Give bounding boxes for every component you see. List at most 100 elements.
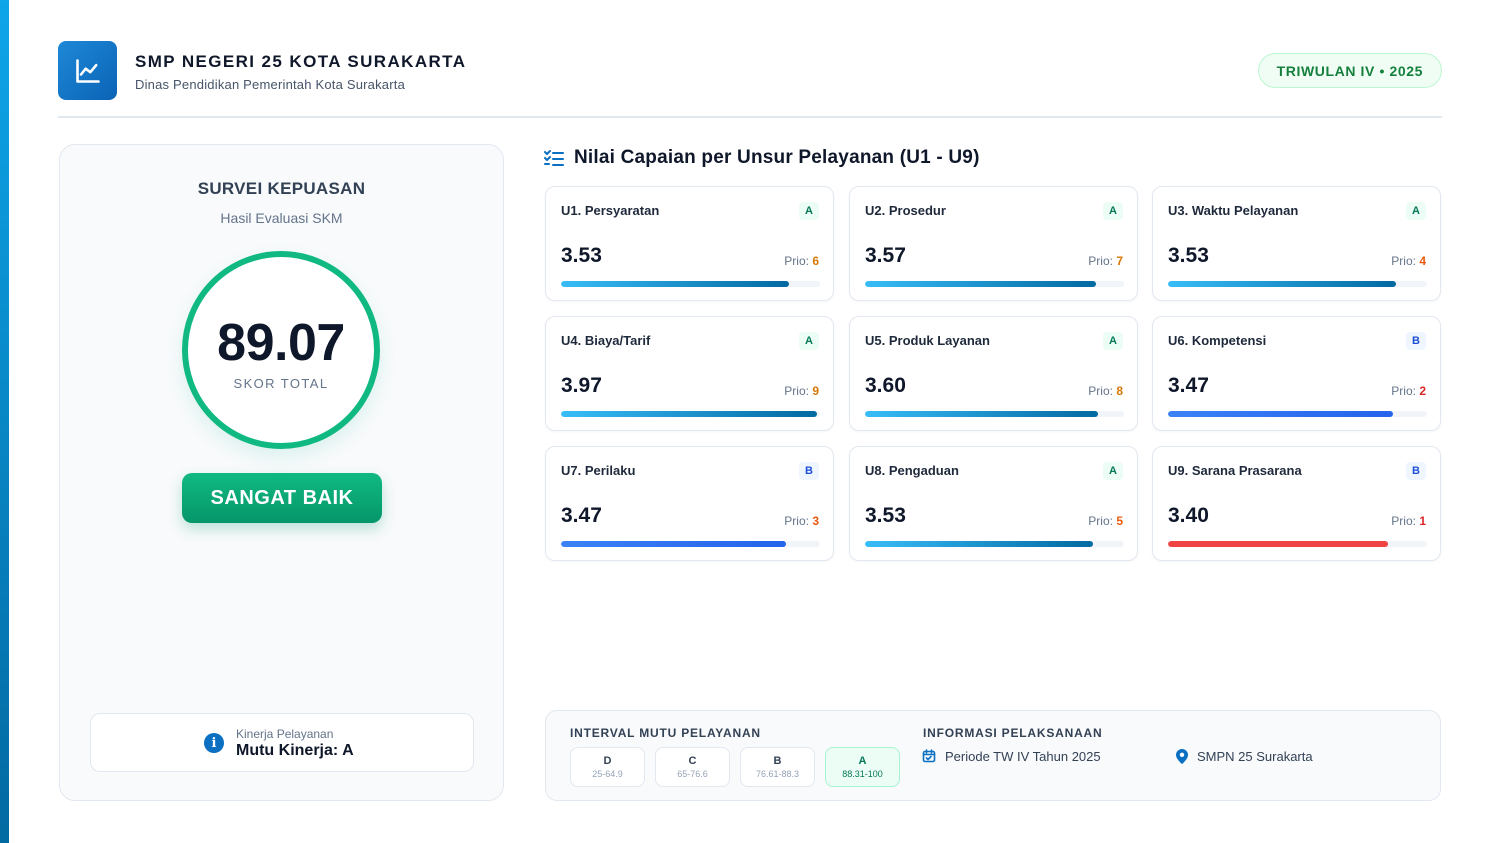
unit-progress-fill [561,281,789,287]
unit-card[interactable]: U5. Produk Layanan A 3.60 Prio: 8 [849,316,1138,431]
interval-range: 65-76.6 [677,769,708,779]
section-heading: Nilai Capaian per Unsur Pelayanan (U1 - … [544,145,980,171]
unit-progress-track [561,411,820,417]
map-pin-icon [1176,748,1188,764]
unit-value: 3.57 [865,244,906,267]
unit-progress-track [1168,411,1427,417]
survey-title: SURVEI KEPUASAN [197,179,366,198]
interval-grade: D [603,755,612,767]
unit-grade-badge: A [1103,202,1123,220]
unit-card[interactable]: U4. Biaya/Tarif A 3.97 Prio: 9 [545,316,834,431]
unit-value: 3.97 [561,374,602,397]
location-info: SMPN 25 Surakarta [1176,747,1313,765]
unit-grade-badge: A [1406,202,1426,220]
performance-caption: Kinerja Pelayanan [236,727,334,741]
unit-priority: Prio: 8 [1088,384,1123,398]
unit-progress-track [561,541,820,547]
unit-card[interactable]: U2. Prosedur A 3.57 Prio: 7 [849,186,1138,301]
unit-priority-number: 1 [1419,514,1426,528]
interval-grade: C [688,755,697,767]
unit-progress-fill [561,541,787,547]
unit-progress-fill [865,281,1096,287]
unit-card[interactable]: U9. Sarana Prasarana B 3.40 Prio: 1 [1152,446,1441,561]
unit-card[interactable]: U6. Kompetensi B 3.47 Prio: 2 [1152,316,1441,431]
unit-priority: Prio: 4 [1391,254,1426,268]
school-name: SMP NEGERI 25 KOTA SURAKARTA [135,52,467,71]
execution-heading: INFORMASI PELAKSANAAN [923,726,1103,740]
unit-name: U1. Persyaratan [561,203,660,218]
interval-range: 88.31-100 [842,769,883,779]
unit-value: 3.60 [865,374,906,397]
unit-priority: Prio: 1 [1391,514,1426,528]
unit-priority-label: Prio: [784,384,809,398]
unit-card[interactable]: U1. Persyaratan A 3.53 Prio: 6 [545,186,834,301]
dashboard-page: SMP NEGERI 25 KOTA SURAKARTA Dinas Pendi… [9,0,1500,843]
unit-card[interactable]: U8. Pengaduan A 3.53 Prio: 5 [849,446,1138,561]
unit-name: U4. Biaya/Tarif [561,333,651,348]
location-text: SMPN 25 Surakarta [1197,748,1313,764]
unit-card[interactable]: U7. Perilaku B 3.47 Prio: 3 [545,446,834,561]
unit-card[interactable]: U3. Waktu Pelayanan A 3.53 Prio: 4 [1152,186,1441,301]
survey-summary-card: SURVEI KEPUASAN Hasil Evaluasi SKM 89.07… [59,144,504,801]
unit-grade-badge: A [799,202,819,220]
unit-value: 3.40 [1168,504,1209,527]
total-score-ring: 89.07 SKOR TOTAL [182,251,380,449]
unit-value: 3.53 [561,244,602,267]
performance-value: Mutu Kinerja: A [236,742,354,759]
period-badge: TRIWULAN IV • 2025 [1257,53,1442,88]
unit-value: 3.47 [1168,374,1209,397]
calendar-icon [922,749,936,763]
line-chart-icon [75,58,100,83]
grade-result-button[interactable]: SANGAT BAIK [182,473,382,523]
interval-range: 76.61-88.3 [755,769,800,779]
period-text: Periode TW IV Tahun 2025 [945,748,1101,764]
left-accent-bar [0,0,9,843]
page-header: SMP NEGERI 25 KOTA SURAKARTA Dinas Pendi… [58,40,1442,102]
interval-range: 25-64.9 [592,769,623,779]
unit-priority-label: Prio: [1088,384,1113,398]
checklist-icon [544,150,564,166]
unit-progress-track [561,281,820,287]
unit-progress-fill [865,541,1093,547]
unit-grade-badge: A [1103,462,1123,480]
total-score-label: SKOR TOTAL [233,376,329,391]
unit-progress-fill [1168,281,1396,287]
unit-priority: Prio: 7 [1088,254,1123,268]
unit-name: U9. Sarana Prasarana [1168,463,1302,478]
unit-name: U2. Prosedur [865,203,946,218]
unit-value: 3.53 [1168,244,1209,267]
interval-heading: INTERVAL MUTU PELAYANAN [570,726,761,740]
unit-priority-number: 4 [1419,254,1426,268]
interval-grade: A [858,755,867,767]
unit-priority-label: Prio: [1391,384,1416,398]
unit-name: U3. Waktu Pelayanan [1168,203,1299,218]
unit-priority-number: 5 [1116,514,1123,528]
unit-progress-track [865,541,1124,547]
unit-progress-fill [865,411,1099,417]
info-icon: i [204,733,224,753]
school-subtitle: Dinas Pendidikan Pemerintah Kota Surakar… [135,77,405,92]
unit-priority-label: Prio: [1088,514,1113,528]
survey-subtitle: Hasil Evaluasi SKM [220,210,343,226]
unit-value: 3.53 [865,504,906,527]
unit-value: 3.47 [561,504,602,527]
interval-box-c: C 65-76.6 [655,747,730,787]
unit-priority-label: Prio: [1088,254,1113,268]
unit-grade-badge: B [799,462,819,480]
unit-priority-number: 8 [1116,384,1123,398]
unit-priority-label: Prio: [1391,514,1416,528]
unit-priority-label: Prio: [784,254,809,268]
interval-box-d: D 25-64.9 [570,747,645,787]
unit-name: U6. Kompetensi [1168,333,1267,348]
unit-progress-track [865,411,1124,417]
period-info: Periode TW IV Tahun 2025 [922,747,1101,765]
interval-box-a: A 88.31-100 [825,747,900,787]
unit-progress-track [1168,281,1427,287]
info-card: INTERVAL MUTU PELAYANAN D 25-64.9 C 65-76.6… [545,710,1441,801]
interval-grade: B [773,755,782,767]
unit-priority: Prio: 6 [784,254,819,268]
unit-priority-label: Prio: [784,514,809,528]
unit-priority: Prio: 3 [784,514,819,528]
unit-grade-badge: A [1103,332,1123,350]
unit-progress-fill [1168,541,1389,547]
